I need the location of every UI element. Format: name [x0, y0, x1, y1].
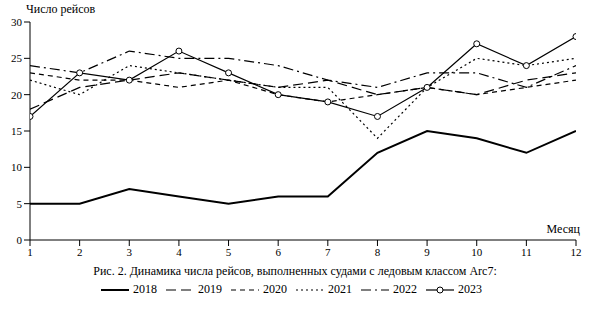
svg-text:25: 25 [11, 52, 23, 64]
svg-text:1: 1 [27, 246, 33, 258]
svg-text:12: 12 [571, 246, 582, 258]
svg-text:9: 9 [424, 246, 430, 258]
svg-text:5: 5 [17, 198, 23, 210]
svg-text:20: 20 [11, 89, 23, 101]
svg-text:4: 4 [176, 246, 182, 258]
svg-text:6: 6 [275, 246, 281, 258]
html-text:2020: 2020 [263, 282, 287, 296]
html-text:2018: 2018 [133, 282, 157, 296]
svg-text:10: 10 [11, 161, 23, 173]
html-text:2019: 2019 [198, 282, 222, 296]
svg-text:10: 10 [471, 246, 483, 258]
svg-text:3: 3 [127, 246, 133, 258]
html-text:2023: 2023 [458, 282, 482, 296]
svg-text:11: 11 [521, 246, 532, 258]
svg-text:15: 15 [11, 125, 23, 137]
svg-text:30: 30 [11, 16, 23, 28]
html-text:Месяц: Месяц [546, 222, 580, 236]
html-text:Рис. 2. Динамика числа рейсов,: Рис. 2. Динамика числа рейсов, выполненн… [93, 264, 497, 278]
html-text:Число рейсов: Число рейсов [26, 2, 96, 16]
svg-text:2: 2 [77, 246, 83, 258]
svg-text:0: 0 [17, 234, 23, 246]
svg-text:7: 7 [325, 246, 331, 258]
svg-text:8: 8 [375, 246, 381, 258]
svg-text:5: 5 [226, 246, 232, 258]
html-text:2021: 2021 [328, 282, 352, 296]
html-text:2022: 2022 [393, 282, 417, 296]
